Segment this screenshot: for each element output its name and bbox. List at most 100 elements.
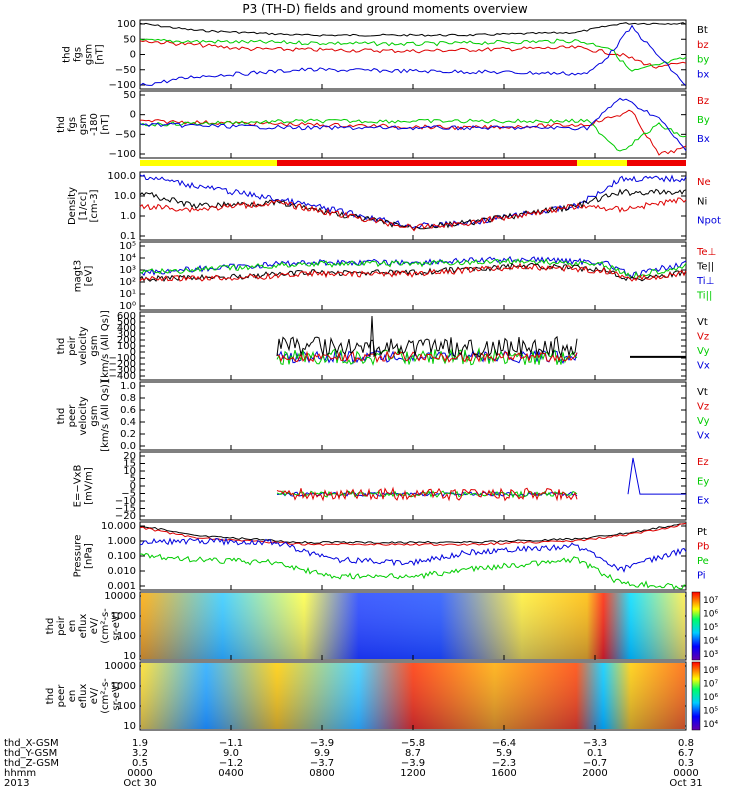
series-bx: [139, 24, 687, 87]
mode-bar: [140, 160, 686, 166]
series-By: [139, 118, 687, 152]
y-axis-label: en: [67, 690, 78, 703]
y-tick-label: 10: [123, 651, 136, 662]
y-axis-label: peir: [56, 615, 67, 635]
y-tick-label: −100: [109, 80, 136, 91]
colorbar-tick-label: 10⁷: [703, 680, 718, 690]
colorbar-tick-label: 10⁵: [703, 623, 718, 633]
y-axis-label: (cm²-s-: [100, 678, 111, 714]
x-row-label: hhmm: [4, 768, 36, 779]
series-Te_perp: [139, 262, 687, 282]
legend-entry: bz: [697, 40, 709, 51]
legend-entry: bx: [697, 69, 709, 80]
series-Te_par: [139, 262, 687, 282]
colorbar-tick-label: 10⁶: [703, 693, 718, 703]
y-tick-label: 100: [117, 701, 136, 712]
y-axis-label: thd: [56, 116, 67, 133]
series-vt: [276, 335, 578, 358]
series-Pe: [139, 552, 687, 590]
x-tick-label: 0.1: [587, 748, 603, 759]
y-tick-label: 0.4: [120, 417, 136, 428]
series-Pt: [139, 522, 687, 544]
x-tick-label: 0000: [673, 768, 698, 779]
y-axis-label: velocity: [78, 326, 89, 365]
panel-frame: [139, 451, 687, 521]
y-axis-label: [km/s (All Qs)]: [100, 310, 111, 382]
y-tick-label: −15: [115, 504, 136, 515]
colorbar: [691, 591, 701, 661]
x-tick-label: −3.3: [583, 738, 607, 749]
y-tick-label: 0.0: [120, 441, 136, 452]
y-axis-label: gsm: [89, 335, 100, 356]
spectrogram-shade: [141, 663, 685, 729]
y-axis-label: [nPa]: [84, 543, 95, 569]
y-axis-label: fgs: [67, 117, 78, 132]
y-tick-label: 20: [123, 451, 136, 462]
y-tick-label: −50: [115, 65, 136, 76]
panel-frame: [139, 19, 687, 90]
colorbar-tick-label: 10⁷: [703, 596, 718, 606]
x-row-label: thd_X-GSM: [4, 738, 59, 749]
plot-title: P3 (TH-D) fields and ground moments over…: [242, 2, 527, 16]
x-tick-label: 0.5: [132, 758, 148, 769]
y-tick-label: −5: [121, 489, 136, 500]
legend-entry: Vz: [697, 332, 709, 343]
y-axis-label: thd: [56, 408, 67, 425]
y-tick-label: 10000: [104, 661, 136, 672]
legend-entry: Vt: [697, 387, 708, 398]
series-Bx: [139, 97, 687, 151]
legend-entry: Ti||: [696, 291, 712, 302]
mode-bar-segment: [577, 160, 627, 166]
y-tick-label: −200: [109, 359, 136, 370]
x-tick-label: 6.7: [678, 748, 694, 759]
legend-entry: Ne: [697, 177, 711, 188]
x-tick-label: −1.2: [219, 758, 243, 769]
y-tick-label: 600: [117, 311, 136, 322]
y-tick-label: 50: [123, 34, 136, 45]
y-axis-label: peer: [67, 404, 78, 428]
y-tick-label: 0: [130, 347, 136, 358]
y-tick-label: 0.8: [120, 393, 136, 404]
y-tick-label: 0.2: [120, 429, 136, 440]
mode-bar-segment: [627, 160, 686, 166]
y-tick-label: 100: [117, 341, 136, 352]
x-tick-label: 1600: [491, 768, 516, 779]
colorbar-tick-label: 10⁴: [703, 637, 718, 647]
y-axis-label: [1/cc]: [78, 192, 89, 221]
y-tick-label: 10²: [119, 277, 136, 288]
y-tick-label: 0.6: [120, 405, 136, 416]
series-Pb: [139, 523, 687, 546]
x-tick-label: −3.9: [401, 758, 425, 769]
panel-frame: [139, 241, 687, 311]
y-tick-label: 10⁵: [119, 241, 136, 252]
colorbar: [691, 661, 701, 731]
legend-entry: Ni: [697, 196, 707, 207]
panel-peer: 1.00.80.60.40.20.0 thd peer velocity gsm [km/…: [56, 380, 710, 452]
legend-entry: Ez: [697, 457, 709, 468]
series-bz: [139, 40, 687, 69]
legend-entry: Te⊥: [696, 247, 716, 258]
y-axis-label: [km/s (All Qs)]: [100, 380, 111, 452]
series-Ti_par: [139, 257, 687, 279]
y-axis-label: gsm: [78, 114, 89, 135]
y-tick-label: 15: [123, 459, 136, 470]
x-tick-label: 0.3: [678, 758, 694, 769]
y-tick-label: 400: [117, 323, 136, 334]
x-row-label: 2013: [4, 778, 29, 789]
y-tick-label: 100: [117, 19, 136, 30]
panel-frame: [139, 381, 687, 451]
y-tick-label: 5: [130, 474, 136, 485]
y-tick-label: 0: [130, 50, 136, 61]
y-axis-label: Density: [67, 187, 78, 225]
y-tick-label: 1.0: [120, 381, 136, 392]
legend-entry: Pt: [697, 527, 707, 538]
colorbar-tick-label: 10⁵: [703, 707, 718, 717]
panel-fgs: 100 50 0 −50 −100 thd fgs gsm [nT] Bt bz by bx: [62, 19, 710, 91]
y-tick-label: −100: [109, 353, 136, 364]
series-Bz: [139, 109, 687, 156]
panel-density: 100.0 10.0 1.0 0.1 Density [1/cc] [cm-3] Ne Ni Np…: [67, 171, 721, 242]
series-ez: [276, 486, 578, 502]
y-tick-label: 0: [130, 110, 136, 121]
